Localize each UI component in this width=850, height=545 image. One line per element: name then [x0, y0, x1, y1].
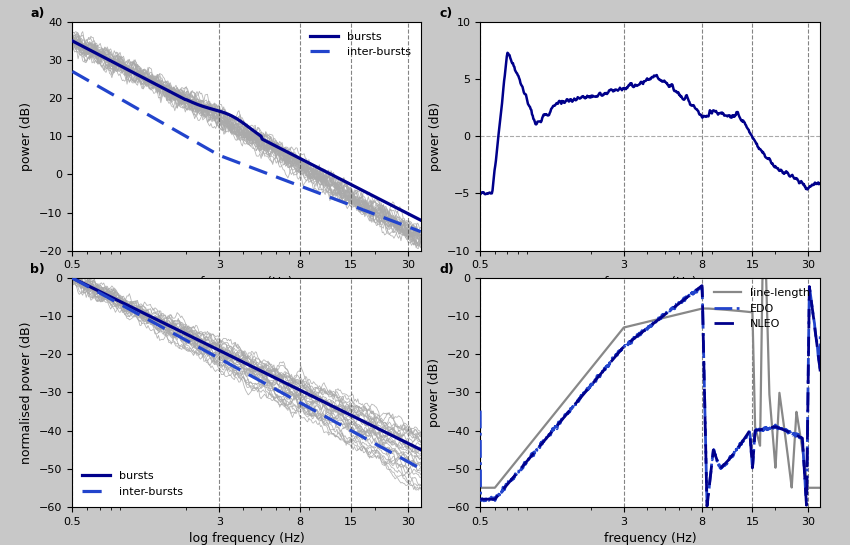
- NLEO: [632, 334, 642, 340]
- bursts: [274, 144, 284, 151]
- inter-bursts: [416, 228, 426, 235]
- bursts: [361, 189, 371, 196]
- NLEO: [697, 282, 707, 289]
- X-axis label: frequency (Hz): frequency (Hz): [604, 532, 696, 545]
- NLEO: [743, 429, 753, 436]
- Legend: bursts, inter-bursts: bursts, inter-bursts: [306, 27, 415, 62]
- EDO: [806, 292, 816, 298]
- X-axis label: frequency (Hz): frequency (Hz): [201, 276, 292, 289]
- bursts: [67, 275, 77, 281]
- bursts: [383, 431, 394, 437]
- Legend: bursts, inter-bursts: bursts, inter-bursts: [78, 467, 187, 501]
- Line: EDO: EDO: [480, 286, 820, 502]
- bursts: [416, 446, 426, 453]
- inter-bursts: [383, 216, 394, 222]
- Y-axis label: power (dB): power (dB): [428, 358, 441, 427]
- bursts: [67, 38, 77, 44]
- Line: line-length: line-length: [480, 278, 820, 488]
- EDO: [640, 327, 650, 334]
- X-axis label: frequency (Hz): frequency (Hz): [604, 276, 696, 289]
- bursts: [275, 145, 285, 152]
- EDO: [743, 431, 753, 438]
- Line: inter-bursts: inter-bursts: [72, 71, 421, 232]
- NLEO: [492, 493, 502, 499]
- EDO: [815, 330, 825, 336]
- inter-bursts: [361, 435, 371, 442]
- NLEO: [702, 503, 712, 510]
- EDO: [694, 283, 705, 289]
- inter-bursts: [68, 275, 78, 282]
- Line: bursts: bursts: [72, 41, 421, 220]
- bursts: [383, 200, 394, 207]
- bursts: [280, 380, 291, 386]
- Line: NLEO: NLEO: [480, 286, 820, 506]
- line-length: [806, 485, 816, 491]
- inter-bursts: [274, 387, 284, 394]
- EDO: [806, 293, 816, 299]
- Text: d): d): [439, 263, 454, 276]
- Text: b): b): [31, 263, 45, 276]
- Y-axis label: normalised power (dB): normalised power (dB): [20, 321, 33, 464]
- X-axis label: log frequency (Hz): log frequency (Hz): [189, 532, 304, 545]
- NLEO: [640, 326, 650, 333]
- line-length: [743, 308, 753, 315]
- Text: c): c): [439, 7, 453, 20]
- inter-bursts: [67, 68, 77, 75]
- Legend: line-length, EDO, NLEO: line-length, EDO, NLEO: [709, 283, 814, 334]
- bursts: [361, 419, 371, 426]
- bursts: [68, 275, 78, 282]
- line-length: [757, 275, 768, 281]
- Y-axis label: power (dB): power (dB): [428, 102, 442, 171]
- EDO: [702, 499, 712, 506]
- line-length: [475, 485, 485, 491]
- bursts: [275, 377, 285, 384]
- bursts: [68, 38, 78, 45]
- NLEO: [815, 368, 825, 375]
- line-length: [815, 485, 825, 491]
- NLEO: [806, 293, 816, 300]
- bursts: [416, 217, 426, 223]
- inter-bursts: [280, 177, 291, 184]
- Text: a): a): [31, 7, 45, 20]
- inter-bursts: [67, 275, 77, 281]
- inter-bursts: [383, 447, 394, 454]
- EDO: [475, 407, 485, 414]
- inter-bursts: [68, 69, 78, 75]
- line-length: [492, 481, 502, 488]
- EDO: [492, 494, 502, 500]
- Y-axis label: power (dB): power (dB): [20, 102, 33, 171]
- Line: bursts: bursts: [72, 278, 421, 450]
- NLEO: [475, 496, 485, 502]
- EDO: [632, 332, 642, 339]
- line-length: [805, 485, 815, 491]
- Line: inter-bursts: inter-bursts: [72, 278, 421, 469]
- inter-bursts: [275, 388, 285, 395]
- NLEO: [806, 292, 816, 299]
- bursts: [274, 376, 284, 383]
- inter-bursts: [416, 465, 426, 472]
- inter-bursts: [275, 175, 285, 181]
- line-length: [632, 321, 642, 328]
- inter-bursts: [274, 174, 284, 181]
- inter-bursts: [280, 391, 291, 398]
- inter-bursts: [361, 208, 371, 214]
- line-length: [640, 319, 650, 325]
- bursts: [280, 148, 291, 154]
